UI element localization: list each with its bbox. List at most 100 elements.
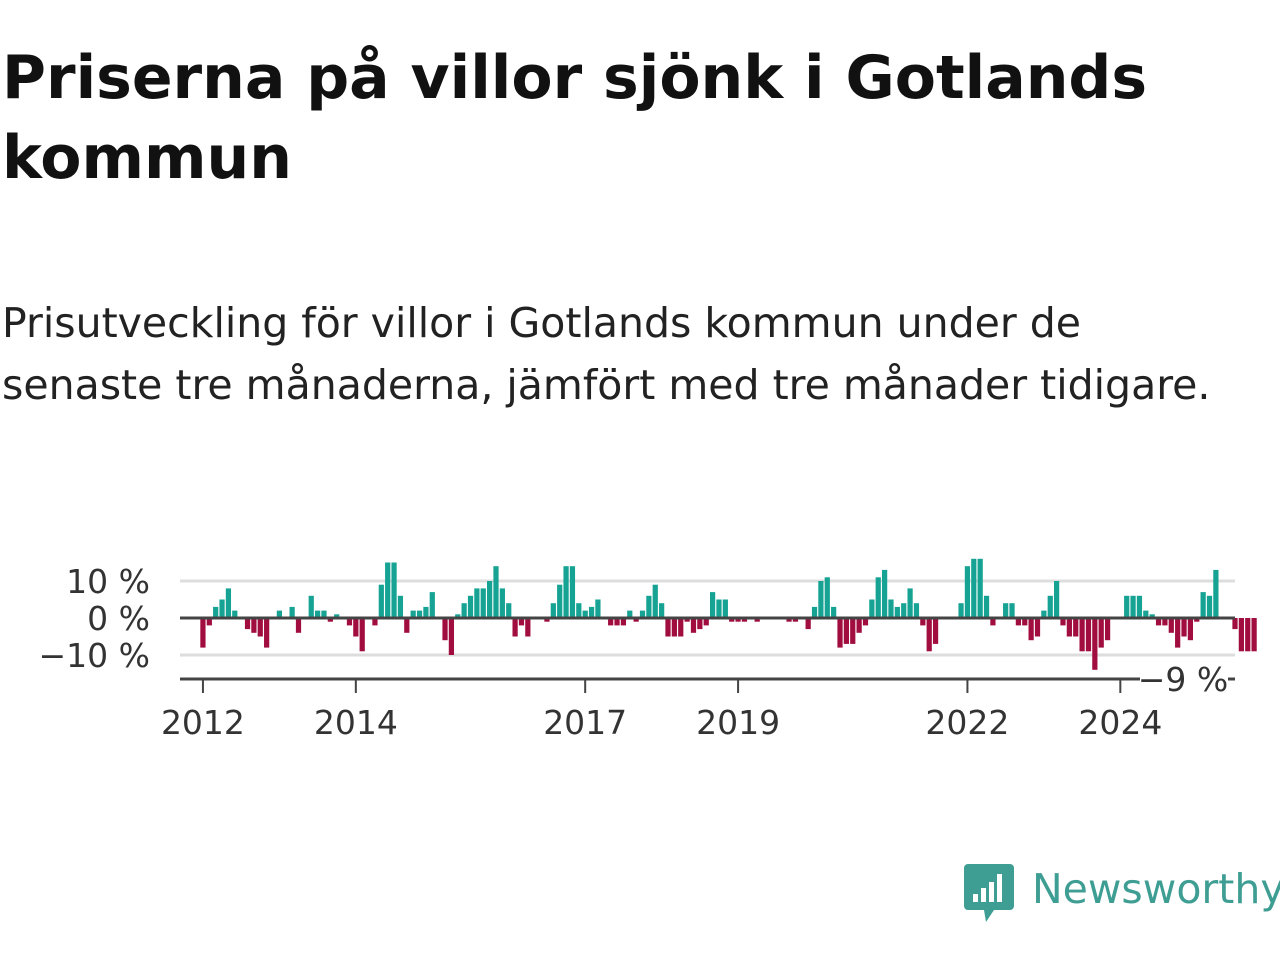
- bar: [932, 618, 939, 644]
- bar: [971, 558, 977, 618]
- bar: [429, 592, 435, 618]
- bar: [831, 606, 837, 618]
- bar: [850, 618, 856, 644]
- bar: [818, 581, 824, 618]
- bar: [1194, 618, 1200, 622]
- y-tick-label: 0 %: [87, 599, 150, 638]
- bar: [295, 618, 302, 633]
- bar: [588, 606, 595, 618]
- bar: [697, 618, 703, 630]
- bar: [1003, 603, 1009, 618]
- bar: [327, 618, 333, 622]
- bar: [875, 577, 881, 618]
- bar: [633, 618, 639, 622]
- bar: [232, 610, 238, 618]
- bar: [1079, 618, 1085, 652]
- bar: [741, 618, 748, 622]
- bar: [372, 618, 378, 626]
- bar: [416, 610, 423, 618]
- bar: [1041, 610, 1047, 618]
- bar: [1168, 618, 1174, 633]
- bar: [824, 577, 830, 618]
- bar: [811, 606, 818, 618]
- bar: [359, 618, 365, 652]
- bar: [1047, 595, 1053, 618]
- bar: [652, 584, 658, 618]
- bar: [977, 558, 983, 618]
- bar: [1149, 614, 1155, 618]
- bar: [448, 618, 455, 655]
- bar: [1238, 618, 1244, 652]
- bar: [1022, 618, 1028, 626]
- bar: [1245, 618, 1251, 652]
- x-tick-label: 2019: [696, 703, 780, 742]
- bar: [206, 618, 212, 626]
- bar: [353, 618, 359, 637]
- bar: [467, 595, 474, 618]
- bar: [487, 581, 493, 618]
- bar: [671, 618, 677, 637]
- bar: [314, 610, 321, 618]
- bar: [1104, 618, 1111, 641]
- bar: [423, 606, 429, 618]
- bar: [907, 588, 913, 618]
- bar: [518, 618, 525, 626]
- bar: [862, 618, 869, 626]
- bar: [1251, 618, 1257, 652]
- bar: [1009, 603, 1015, 618]
- bar: [289, 606, 295, 618]
- bar-chart: 10 %0 %−10 % 2012 2014 2017 2019 2022 2024 −9 %: [39, 558, 1257, 742]
- bar: [1130, 595, 1136, 618]
- bar: [1073, 618, 1079, 637]
- bar: [1085, 618, 1092, 652]
- bar: [525, 618, 531, 637]
- bar: [544, 618, 550, 622]
- x-tick-label: 2014: [314, 703, 398, 742]
- bar: [1213, 569, 1219, 618]
- last-value-label: −9 %: [1138, 660, 1229, 699]
- bar: [225, 588, 232, 618]
- bar: [1060, 618, 1066, 626]
- bar: [1187, 618, 1194, 641]
- bar: [659, 603, 665, 618]
- bar: [735, 618, 741, 622]
- bar: [958, 603, 964, 618]
- bar: [716, 599, 722, 618]
- bar: [1066, 618, 1072, 637]
- bar: [678, 618, 684, 637]
- x-tick-label: 2024: [1078, 703, 1162, 742]
- bar: [506, 603, 512, 618]
- y-tick-label: −10 %: [39, 636, 151, 675]
- bar: [805, 618, 811, 630]
- bar: [881, 569, 888, 618]
- bar: [576, 603, 582, 618]
- bar: [391, 562, 397, 618]
- bar: [983, 595, 990, 618]
- bar: [1232, 618, 1238, 630]
- bar: [404, 618, 410, 633]
- bar: [1124, 595, 1130, 618]
- bar: [442, 618, 448, 641]
- chart-subtitle: Prisutveckling för villor i Gotlands kom…: [2, 299, 1211, 409]
- bar: [595, 599, 601, 618]
- bar: [620, 618, 627, 626]
- chart-title: Priserna på villor sjönk i Gotlands komm…: [2, 43, 1148, 193]
- bar: [1206, 595, 1213, 618]
- y-tick-label: 10 %: [66, 562, 150, 601]
- bar: [843, 618, 849, 644]
- tick-labels: 10 %0 %−10 % 2012 2014 2017 2019 2022 2024 −9 %: [39, 562, 1229, 742]
- bar: [1136, 595, 1143, 618]
- bar: [729, 618, 735, 622]
- bar: [920, 618, 926, 626]
- bar: [964, 566, 971, 618]
- bar: [308, 595, 314, 618]
- bar: [926, 618, 932, 652]
- bar: [913, 603, 920, 618]
- bar: [646, 595, 652, 618]
- x-tick-label: 2022: [925, 703, 1009, 742]
- bar: [684, 618, 690, 622]
- bar: [1034, 618, 1041, 637]
- last-value-label-bg: [1140, 661, 1228, 697]
- bar: [264, 618, 270, 648]
- bar: [837, 618, 843, 648]
